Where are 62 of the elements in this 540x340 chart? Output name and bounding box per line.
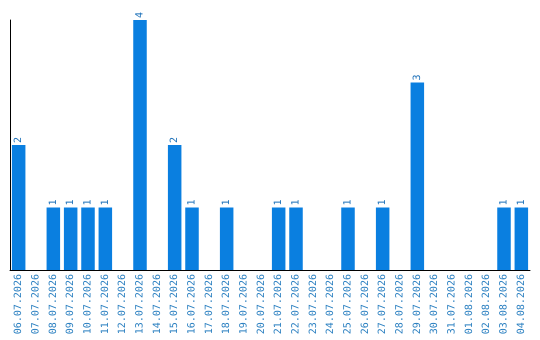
x-tick-label: 10.07.2026 (82, 274, 94, 334)
data-label: 1 (65, 199, 76, 206)
bar (12, 145, 26, 270)
x-tick-label: 23.07.2026 (308, 274, 319, 334)
bar (497, 208, 511, 270)
data-label: 1 (498, 199, 510, 206)
bar (133, 20, 147, 270)
data-label: 2 (169, 136, 180, 143)
x-tick-label: 27.07.2026 (377, 274, 388, 334)
data-label: 1 (290, 199, 302, 206)
x-tick-label: 17.07.2026 (204, 274, 215, 334)
bar (98, 208, 112, 270)
x-tick-label: 02.08.2026 (481, 274, 492, 334)
x-tick-label: 03.08.2026 (498, 274, 510, 334)
bar (289, 208, 303, 270)
data-label: 1 (82, 199, 94, 206)
x-tick-label: 28.07.2026 (394, 274, 406, 334)
x-tick-label: 12.07.2026 (117, 274, 128, 334)
data-label: 1 (221, 199, 232, 206)
x-tick-label: 15.07.2026 (169, 274, 180, 334)
data-label: 1 (273, 199, 284, 206)
data-label: 1 (100, 199, 111, 206)
x-tick-label: 21.07.2026 (273, 274, 284, 334)
data-label: 2 (13, 136, 24, 143)
x-tick-label: 20.07.2026 (256, 274, 267, 334)
x-tick-label: 26.07.2026 (360, 274, 371, 334)
x-tick-label: 06.07.2026 (13, 274, 24, 334)
bar (376, 208, 390, 270)
x-tick-label: 24.07.2026 (325, 274, 336, 334)
x-tick-label: 16.07.2026 (186, 274, 198, 334)
bar (46, 208, 60, 270)
x-tick-label: 07.07.2026 (30, 274, 42, 334)
x-tick-label: 29.07.2026 (412, 274, 423, 334)
bar (168, 145, 182, 270)
data-label: 1 (377, 199, 388, 206)
bar (64, 208, 78, 270)
x-tick-label: 13.07.2026 (134, 274, 146, 334)
x-tick-label: 31.07.2026 (446, 274, 458, 334)
x-tick-label: 01.08.2026 (464, 274, 475, 334)
bar (410, 82, 424, 270)
data-label: 1 (342, 199, 354, 206)
data-label: 3 (412, 74, 423, 80)
bar (220, 208, 234, 270)
bar (81, 208, 95, 270)
x-tick-label: 08.07.2026 (48, 274, 59, 334)
x-tick-label: 09.07.2026 (65, 274, 76, 334)
data-label: 4 (134, 12, 146, 18)
x-tick-label: 30.07.2026 (429, 274, 440, 334)
x-tick-label: 22.07.2026 (290, 274, 302, 334)
data-label: 1 (516, 199, 527, 206)
data-label: 1 (186, 199, 198, 206)
x-tick-label: 19.07.2026 (238, 274, 250, 334)
data-label: 1 (48, 199, 59, 206)
x-tick-label: 14.07.2026 (152, 274, 163, 334)
x-tick-label: 18.07.2026 (221, 274, 232, 334)
bar (185, 208, 199, 270)
bar (514, 208, 528, 270)
x-tick-label: 11.07.2026 (100, 274, 111, 334)
x-tick-label: 04.08.2026 (516, 274, 527, 334)
bar (341, 208, 355, 270)
bar (272, 208, 286, 270)
x-tick-label: 25.07.2026 (342, 274, 354, 334)
